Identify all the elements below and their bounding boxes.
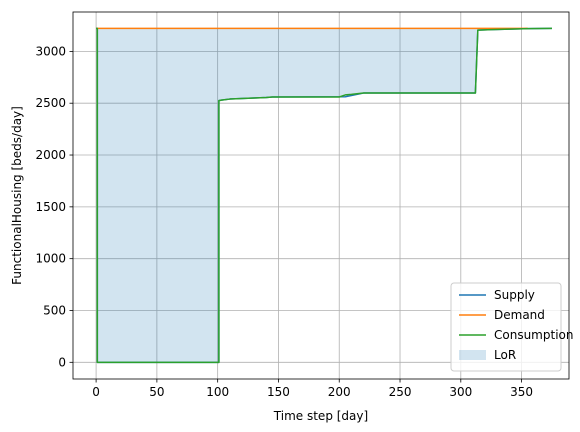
legend-box bbox=[450, 282, 562, 372]
legend: Supply Demand Consumption LoR bbox=[450, 282, 573, 372]
legend-label-consumption: Consumption bbox=[494, 328, 573, 342]
lor-fill-layer bbox=[96, 28, 528, 363]
x-tick-label: 350 bbox=[510, 385, 533, 399]
plot-frame bbox=[72, 11, 570, 380]
x-tick-label: 50 bbox=[149, 385, 164, 399]
y-tick-label: 1000 bbox=[35, 252, 66, 266]
y-tick-label: 500 bbox=[43, 303, 66, 317]
x-tick-label: 0 bbox=[92, 385, 100, 399]
legend-swatch-lor bbox=[459, 350, 486, 360]
x-tick-label: 100 bbox=[206, 385, 229, 399]
x-tick-label: 300 bbox=[449, 385, 472, 399]
y-tick-label: 3000 bbox=[35, 44, 66, 58]
y-tick-label: 2500 bbox=[35, 96, 66, 110]
y-tick-label: 1500 bbox=[35, 200, 66, 214]
lor-fill-area bbox=[96, 28, 528, 363]
x-tick-label: 250 bbox=[389, 385, 412, 399]
series-layer bbox=[96, 27, 552, 364]
legend-label-demand: Demand bbox=[494, 308, 545, 322]
y-axis-label: FunctionalHousing [beds/day] bbox=[10, 106, 24, 285]
x-axis-label: Time step [day] bbox=[273, 409, 368, 423]
y-tick-label: 0 bbox=[58, 355, 66, 369]
consumption-line bbox=[96, 27, 552, 364]
legend-label-lor: LoR bbox=[494, 348, 516, 362]
x-tick-label: 150 bbox=[267, 385, 290, 399]
y-tick-label: 2000 bbox=[35, 148, 66, 162]
x-tick-label: 200 bbox=[328, 385, 351, 399]
legend-label-supply: Supply bbox=[494, 288, 535, 302]
ticks: 0 50 100 150 200 250 300 350 0 500 1000 1500 2000 250… bbox=[35, 44, 533, 399]
